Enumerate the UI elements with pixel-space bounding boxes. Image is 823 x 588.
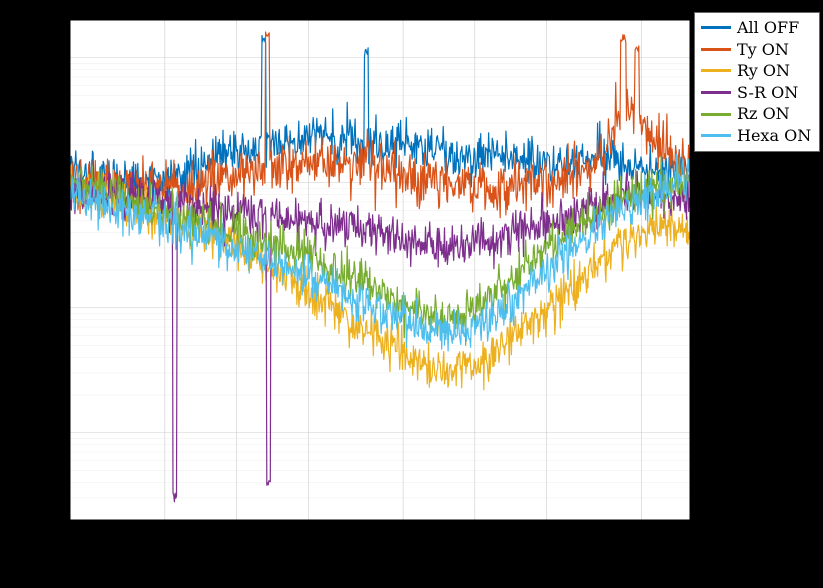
chart-root: { "chart":{ "type":"line", "dimensions":…	[0, 0, 823, 588]
legend-item: Ty ON	[701, 39, 811, 61]
legend-label: All OFF	[737, 17, 799, 39]
legend-label: S-R ON	[737, 82, 798, 104]
legend-item: Ry ON	[701, 60, 811, 82]
legend-label: Ry ON	[737, 60, 790, 82]
legend-item: Hexa ON	[701, 125, 811, 147]
legend-label: Rz ON	[737, 103, 790, 125]
legend-swatch	[701, 69, 731, 72]
legend-item: Rz ON	[701, 103, 811, 125]
legend: All OFFTy ONRy ONS-R ONRz ONHexa ON	[694, 12, 820, 152]
legend-item: All OFF	[701, 17, 811, 39]
legend-item: S-R ON	[701, 82, 811, 104]
legend-swatch	[701, 48, 731, 51]
legend-swatch	[701, 134, 731, 137]
legend-label: Ty ON	[737, 39, 789, 61]
legend-swatch	[701, 91, 731, 94]
legend-swatch	[701, 113, 731, 116]
legend-swatch	[701, 26, 731, 29]
legend-label: Hexa ON	[737, 125, 811, 147]
